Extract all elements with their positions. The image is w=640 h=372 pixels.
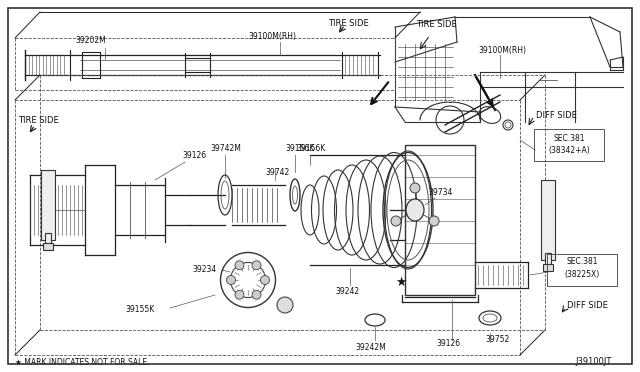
Bar [541,180,555,260]
Text: J39100JT: J39100JT [575,357,612,366]
Text: 39126: 39126 [182,151,206,160]
Bar [45,233,51,245]
Text: 39742M: 39742M [210,144,241,153]
Ellipse shape [410,183,420,193]
Ellipse shape [406,199,424,221]
Text: 39155K: 39155K [125,305,154,314]
Text: TIRE SIDE: TIRE SIDE [18,115,59,125]
Bar [545,253,551,265]
Ellipse shape [227,276,236,285]
Text: 39242: 39242 [335,288,359,296]
Text: 39242M: 39242M [355,343,386,353]
Text: 39100M(RH): 39100M(RH) [248,32,296,41]
Text: TIRE SIDE: TIRE SIDE [328,19,369,28]
Ellipse shape [277,297,293,313]
Text: ★ MARK INDICATES NOT FOR SALE.: ★ MARK INDICATES NOT FOR SALE. [15,357,150,366]
Text: ★: ★ [395,276,406,289]
Bar [543,264,553,271]
Text: (38225X): (38225X) [564,270,600,279]
Ellipse shape [391,216,401,226]
Ellipse shape [252,261,261,270]
Ellipse shape [235,261,244,270]
Text: 39234: 39234 [192,266,216,275]
Text: SEC.381: SEC.381 [553,134,585,142]
Text: 39734: 39734 [428,187,452,196]
Text: 39126: 39126 [436,340,460,349]
Text: 39156K: 39156K [296,144,325,153]
Text: 39100M(RH): 39100M(RH) [478,45,526,55]
Text: TIRE SIDE: TIRE SIDE [416,19,457,29]
Ellipse shape [252,290,261,299]
Text: 39202M: 39202M [75,35,106,45]
Text: 39742: 39742 [265,167,289,176]
Text: SEC.381: SEC.381 [566,257,598,266]
Text: 39752: 39752 [485,336,509,344]
Text: (38342+A): (38342+A) [548,145,590,154]
Text: DIFF SIDE: DIFF SIDE [536,110,577,119]
Bar [405,145,475,295]
Ellipse shape [260,276,269,285]
Text: DIFF SIDE: DIFF SIDE [567,301,608,310]
Bar [41,170,55,240]
Ellipse shape [235,290,244,299]
Text: 39156K: 39156K [285,144,314,153]
Ellipse shape [429,216,439,226]
Bar [43,243,53,250]
